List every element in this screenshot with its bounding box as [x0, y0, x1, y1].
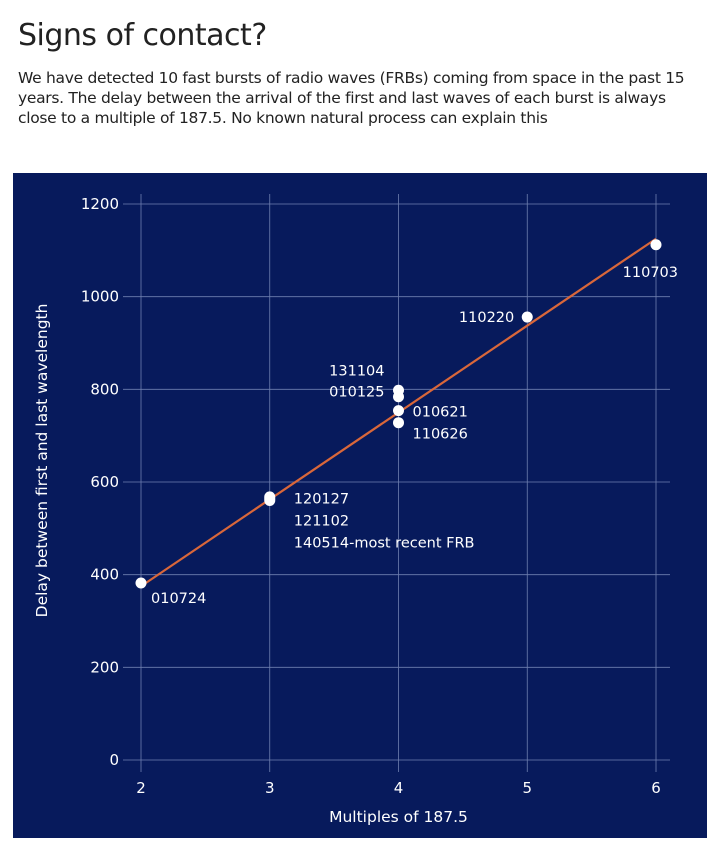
point-label: 131104: [329, 363, 384, 379]
axis-layer: 0 200 400 600 800 1000 1200 2 3 4 5 6: [81, 195, 661, 797]
point-label: 010125: [329, 384, 384, 400]
data-point: [393, 391, 404, 403]
data-point: [521, 311, 533, 323]
data-point: [393, 405, 404, 417]
chart-panel: 0 200 400 600 800 1000 1200 2 3 4 5 6 010724 120127 1…: [13, 173, 707, 838]
x-tick-label: 4: [394, 779, 404, 797]
x-axis-title: Multiples of 187.5: [329, 808, 468, 826]
y-tick-label: 400: [90, 566, 119, 584]
points-layer: [135, 239, 662, 589]
y-tick-label: 800: [90, 380, 119, 398]
x-tick-label: 6: [651, 779, 661, 797]
grid-layer: [123, 194, 670, 772]
point-label: 110703: [623, 265, 678, 281]
label-layer: 010724 120127 121102 140514-most recent FRB…: [151, 265, 678, 607]
point-label: 140514-most recent FRB: [294, 536, 475, 552]
y-axis-title: Delay between first and last wavelength: [33, 304, 51, 618]
data-point: [135, 577, 147, 589]
y-tick-label: 1000: [81, 288, 119, 306]
point-label: 010724: [151, 591, 206, 607]
y-tick-label: 0: [109, 751, 119, 769]
point-label: 010621: [413, 405, 468, 421]
data-point: [393, 417, 404, 429]
y-tick-label: 1200: [81, 195, 119, 213]
x-tick-label: 3: [265, 779, 275, 797]
chart-subtitle: We have detected 10 fast bursts of radio…: [18, 69, 685, 127]
x-tick-label: 2: [136, 779, 146, 797]
scatter-chart: 0 200 400 600 800 1000 1200 2 3 4 5 6 010724 120127 1…: [33, 194, 678, 826]
y-tick-label: 200: [90, 658, 119, 676]
x-tick-label: 5: [522, 779, 532, 797]
chart-title: Signs of contact?: [18, 18, 267, 53]
point-label: 120127: [294, 492, 349, 508]
point-label: 110220: [459, 310, 514, 326]
point-label: 110626: [413, 427, 468, 443]
data-point: [650, 239, 662, 251]
y-tick-label: 600: [90, 473, 119, 491]
point-label: 121102: [294, 514, 349, 530]
data-point: [264, 493, 276, 505]
